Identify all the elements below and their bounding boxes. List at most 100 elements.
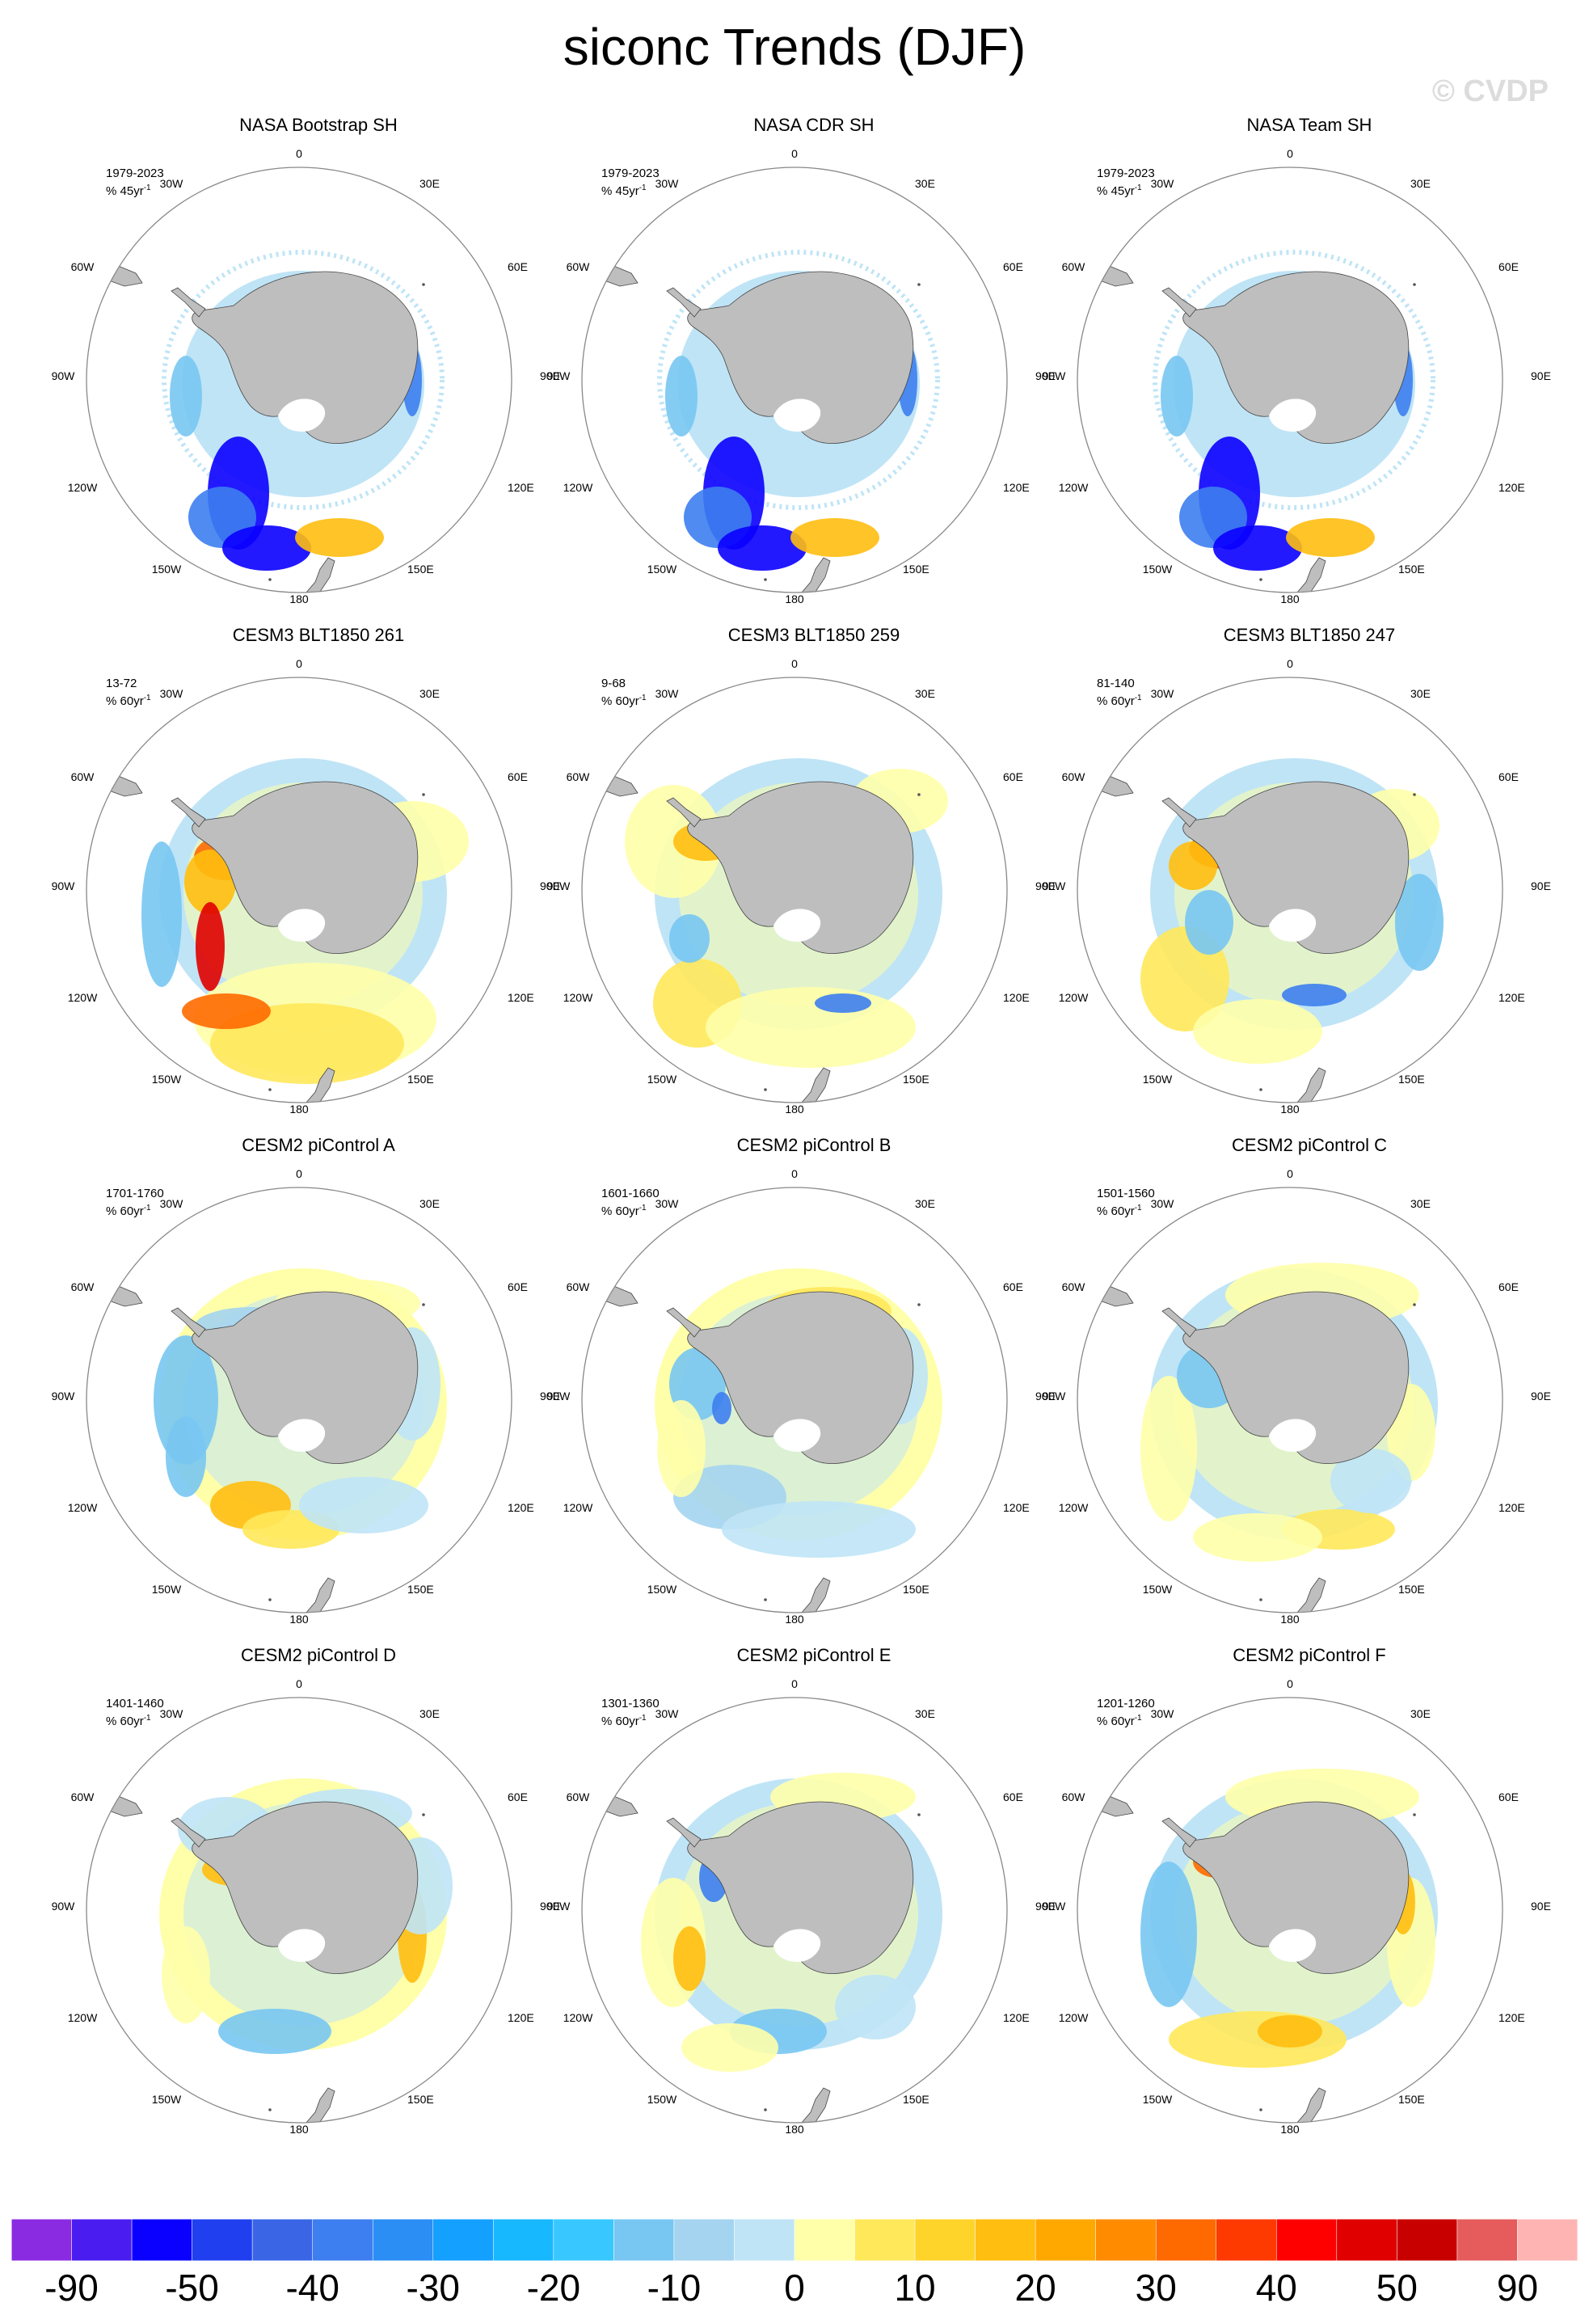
longitude-label: 30E: [915, 177, 935, 190]
colorbar-tick-label: 40: [1255, 2267, 1297, 2309]
units-exponent: -1: [1134, 694, 1142, 702]
polar-map: 0 30E 60E 90E 120E 150E 180 150W 120W 90W 60W 30W: [1043, 657, 1551, 1116]
polar-map: 0 30E 60E 90E 120E 150E 180 150W 120W 90W 60W 30W: [547, 147, 1056, 605]
island-dot: [917, 793, 921, 796]
units-exponent: -1: [143, 1714, 151, 1723]
longitude-label: 0: [1287, 1677, 1293, 1690]
trend-anomaly: [222, 525, 311, 571]
longitude-label: 60W: [71, 260, 95, 273]
new-zealand: [800, 1067, 831, 1103]
trend-anomaly: [665, 356, 698, 437]
longitude-label: 180: [289, 593, 309, 605]
antarctica-landmass: [192, 1291, 419, 1464]
longitude-label: 150E: [903, 1073, 929, 1086]
map-boundary: [86, 167, 512, 593]
antarctica-landmass: [192, 271, 419, 444]
island-dot: [1413, 1813, 1416, 1816]
antarctic-peninsula: [666, 1817, 702, 1848]
longitude-label: 0: [1287, 1167, 1293, 1180]
map-boundary: [581, 1697, 1008, 2124]
longitude-label: 150E: [407, 1073, 434, 1086]
longitude-label: 30W: [655, 177, 680, 190]
longitude-label: 90E: [1035, 369, 1056, 382]
longitude-label: 30E: [915, 1197, 935, 1210]
longitude-label: 150W: [647, 563, 677, 576]
map-panel: NASA CDR SH 1979-2023% 45yr-1 0 30E 60E 90E 12…: [547, 115, 1064, 624]
panel-units: % 45yr-1: [601, 181, 647, 199]
longitude-label: 120W: [68, 2011, 98, 2024]
units-text: % 45yr: [106, 184, 144, 198]
longitude-label: 60E: [1003, 260, 1023, 273]
colorbar-tick-label: 30: [1135, 2267, 1177, 2309]
longitude-label: 0: [791, 1677, 798, 1690]
longitude-label: 90E: [1035, 879, 1056, 892]
panel-title: NASA Team SH: [1246, 115, 1372, 135]
units-exponent: -1: [639, 183, 647, 192]
longitude-label: 30E: [1410, 1197, 1431, 1210]
map-panel: CESM3 BLT1850 261 13-72% 60yr-1 0 30E 60E 90E…: [52, 625, 569, 1134]
longitude-label: 30E: [915, 1707, 935, 1720]
longitude-label: 60W: [1062, 1790, 1086, 1803]
panel-period: 1201-1260: [1097, 1697, 1155, 1710]
longitude-label: 30W: [1151, 177, 1175, 190]
panel-title: NASA CDR SH: [753, 115, 875, 135]
colorbar-box: [914, 2218, 976, 2262]
longitude-label: 180: [785, 1103, 804, 1116]
colorbar-tick-label: -90: [44, 2267, 99, 2309]
map-boundary: [581, 677, 1008, 1103]
colorbar-box: [1095, 2218, 1157, 2262]
panel-title: CESM3 BLT1850 261: [232, 625, 405, 645]
trend-anomaly: [722, 1501, 916, 1558]
longitude-label: 30W: [655, 1197, 680, 1210]
colorbar-box: [975, 2218, 1036, 2262]
panel-period: 1979-2023: [106, 167, 164, 180]
longitude-label: 150E: [407, 1583, 434, 1596]
units-exponent: -1: [1134, 1714, 1142, 1723]
units-text: % 60yr: [1097, 1715, 1135, 1728]
ross-ice-shelf: [773, 1419, 821, 1452]
panel-period: 1979-2023: [1097, 167, 1155, 180]
colorbar-box: [734, 2218, 795, 2262]
island-dot: [917, 283, 921, 286]
units-exponent: -1: [1134, 183, 1142, 192]
longitude-label: 30W: [1151, 1707, 1175, 1720]
trend-anomaly: [1193, 1513, 1322, 1562]
polar-map: 0 30E 60E 90E 120E 150E 180 150W 120W 90W 60W 30W: [52, 657, 560, 1116]
longitude-label: 90W: [1043, 1390, 1067, 1402]
map-boundary: [86, 677, 512, 1103]
new-zealand: [305, 2087, 335, 2123]
longitude-label: 150E: [1398, 2093, 1425, 2106]
longitude-label: 150W: [152, 2093, 182, 2106]
colorbar-box: [11, 2218, 72, 2262]
longitude-label: 60W: [1062, 260, 1086, 273]
antarctic-peninsula: [1161, 287, 1197, 318]
island-dot: [422, 1813, 425, 1816]
antarctic-peninsula: [1161, 1307, 1197, 1338]
panel-period: 1501-1560: [1097, 1187, 1155, 1200]
island-dot: [1259, 1088, 1262, 1091]
antarctica-landmass: [1182, 1801, 1410, 1974]
trend-anomaly: [184, 850, 236, 914]
longitude-label: 90E: [540, 369, 560, 382]
longitude-label: 150E: [903, 1583, 929, 1596]
map-panel: CESM2 piControl F 1201-1260% 60yr-1 0 30E 60…: [1043, 1645, 1560, 2154]
longitude-label: 30W: [655, 1707, 680, 1720]
island-dot: [1259, 1598, 1262, 1601]
trend-anomaly: [1213, 525, 1302, 571]
colorbar-box: [553, 2218, 614, 2262]
units-exponent: -1: [639, 694, 647, 702]
colorbar-box: [613, 2218, 675, 2262]
longitude-label: 30W: [655, 687, 680, 700]
longitude-label: 120E: [1003, 991, 1030, 1004]
trend-anomaly: [835, 1975, 916, 2039]
panel-units: % 60yr-1: [1097, 1711, 1142, 1729]
antarctica-landmass: [687, 271, 914, 444]
panel-units: % 60yr-1: [601, 691, 647, 709]
longitude-label: 150E: [1398, 1583, 1425, 1596]
longitude-label: 0: [791, 657, 798, 670]
longitude-label: 90E: [1531, 1900, 1551, 1913]
units-text: % 60yr: [106, 1204, 144, 1218]
longitude-label: 150E: [1398, 563, 1425, 576]
longitude-label: 90W: [1043, 879, 1067, 892]
island-dot: [1413, 1303, 1416, 1306]
